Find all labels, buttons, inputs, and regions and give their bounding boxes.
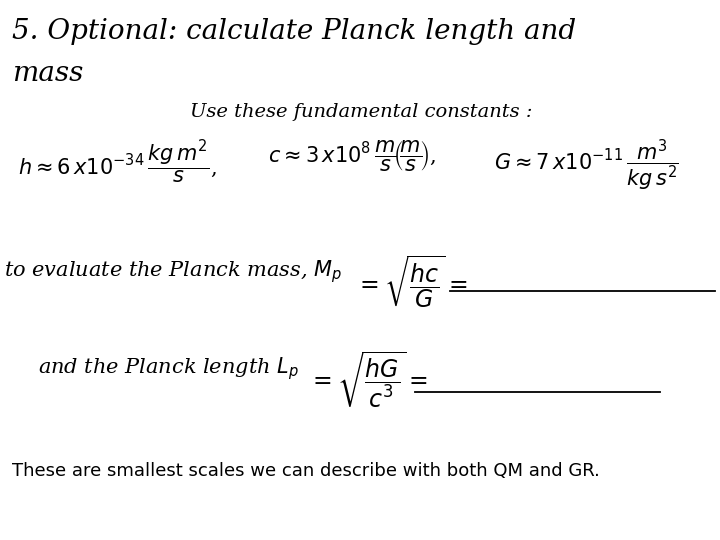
Text: $= \sqrt{\dfrac{hG}{c^3}} = $: $= \sqrt{\dfrac{hG}{c^3}} = $: [308, 350, 428, 410]
Text: mass: mass: [12, 60, 84, 87]
Text: Use these fundamental constants :: Use these fundamental constants :: [190, 103, 533, 121]
Text: $c \approx 3\,x10^{8}\,\dfrac{m}{s}\!\left(\!\dfrac{m}{s}\!\right)$,: $c \approx 3\,x10^{8}\,\dfrac{m}{s}\!\le…: [268, 138, 436, 173]
Text: to evaluate the Planck mass, $M_p$: to evaluate the Planck mass, $M_p$: [4, 258, 342, 285]
Text: 5. Optional: calculate Planck length and: 5. Optional: calculate Planck length and: [12, 18, 576, 45]
Text: $G \approx 7\,x10^{-11}\,\dfrac{m^3}{kg\,s^2}$: $G \approx 7\,x10^{-11}\,\dfrac{m^3}{kg\…: [494, 138, 679, 193]
Text: $= \sqrt{\dfrac{hc}{G}} = $: $= \sqrt{\dfrac{hc}{G}} = $: [355, 254, 467, 311]
Text: These are smallest scales we can describe with both QM and GR.: These are smallest scales we can describ…: [12, 462, 600, 480]
Text: and the Planck length $L_p$: and the Planck length $L_p$: [38, 355, 299, 382]
Text: $h \approx 6\,x10^{-34}\,\dfrac{kg\,m^2}{s}$,: $h \approx 6\,x10^{-34}\,\dfrac{kg\,m^2}…: [18, 138, 217, 186]
